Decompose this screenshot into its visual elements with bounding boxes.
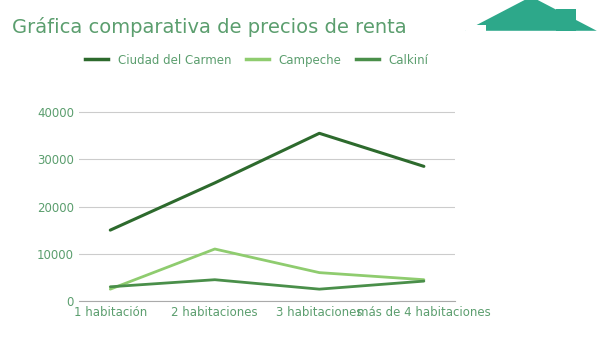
Text: VIVO: VIVO	[473, 68, 515, 83]
Legend: Ciudad del Carmen, Campeche, Calkiní: Ciudad del Carmen, Campeche, Calkiní	[85, 54, 429, 67]
Polygon shape	[466, 25, 486, 31]
Polygon shape	[556, 9, 576, 31]
Text: Gráfica comparativa de precios de renta: Gráfica comparativa de precios de renta	[12, 17, 407, 37]
Polygon shape	[466, 0, 597, 31]
Text: RENTA$: RENTA$	[473, 102, 540, 117]
Text: DE: DE	[541, 54, 553, 64]
Text: MIS: MIS	[541, 74, 557, 83]
